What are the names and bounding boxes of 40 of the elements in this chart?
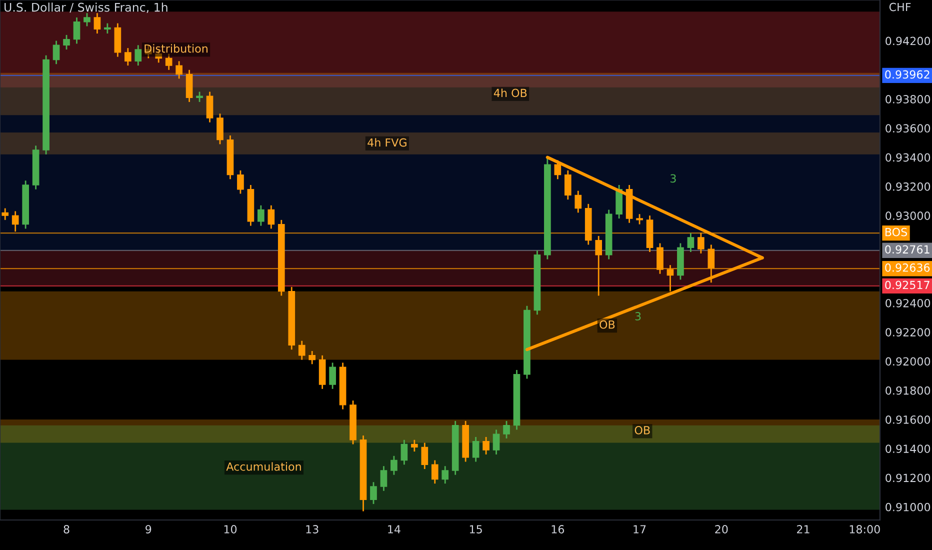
band-label: 4h FVG [368,138,406,147]
y-tick-label: 0.91800 [886,386,930,395]
x-tick-label: 8 [64,525,70,534]
ref-line-label: BOS [885,228,908,236]
x-tick-label: 16 [552,525,564,534]
ref-line-label: 0.92636 [885,263,930,272]
annotation: 3 [635,312,641,320]
x-tick-label: 14 [388,525,400,534]
x-tick-label: 21 [797,525,810,534]
x-tick-label: 17 [634,525,646,534]
y-tick-label: 0.93600 [886,124,930,133]
y-tick-label: 0.91200 [886,474,930,482]
band-label: OB [634,426,650,434]
x-tick-label: 18:00 [850,525,880,534]
x-tick-label: 20 [715,525,728,534]
y-tick-label: 0.91400 [886,444,930,454]
y-tick-label: 0.94200 [886,36,930,46]
y-tick-label: 0.92200 [886,328,930,336]
x-tick-label: 15 [470,525,482,534]
x-tick-label: 13 [306,525,318,534]
x-tick-label: 10 [224,525,237,534]
y-tick-label: 0.92000 [886,357,930,366]
ref-line-label: 0.92517 [885,280,930,290]
y-tick-label: 0.93200 [886,182,930,191]
y-tick-label: 0.91600 [886,415,930,424]
band-label: Accumulation [226,462,301,471]
ref-line-label: 0.93962 [885,70,930,79]
band-label: 4h OB [494,88,527,98]
annotation: 3 [670,174,676,183]
chart-title: U.S. Dollar / Swiss Franc, 1h [4,2,168,13]
x-tick-label: 9 [146,525,152,534]
ref-line-label: 0.92761 [885,245,930,254]
y-tick-label: 0.93800 [886,95,930,104]
band-label: Distribution [144,44,208,53]
y-axis-title: CHF [889,2,911,12]
y-tick-label: 0.93000 [886,212,930,220]
y-tick-label: 0.93400 [886,153,930,162]
y-tick-label: 0.91000 [886,502,930,512]
band-label: OB [600,320,615,329]
y-tick-label: 0.92400 [886,298,930,308]
